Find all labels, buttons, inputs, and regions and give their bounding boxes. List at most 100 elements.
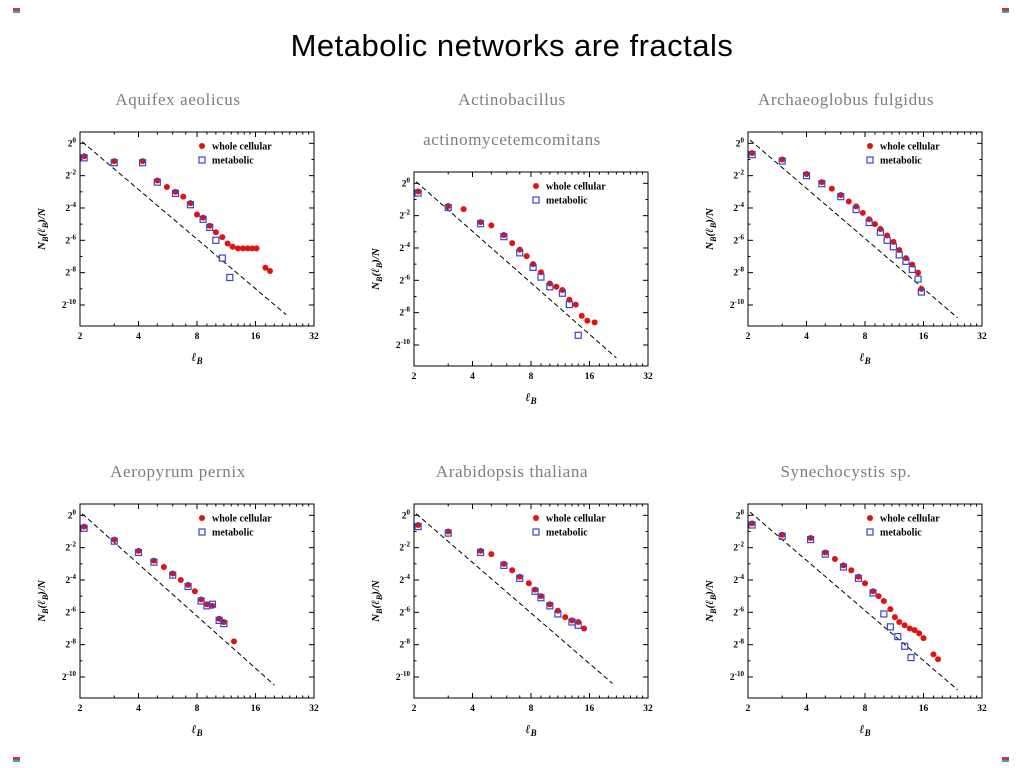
- svg-text:16: 16: [251, 704, 261, 714]
- legend-label: whole cellular: [546, 181, 606, 192]
- svg-text:2: 2: [746, 332, 751, 342]
- svg-text:20: 20: [402, 176, 411, 189]
- svg-text:2-4: 2-4: [399, 573, 410, 586]
- chart-title: Archaeoglobus fulgidus: [757, 90, 935, 109]
- svg-text:2-6: 2-6: [733, 233, 744, 246]
- y-axis-label: NB(ℓB)/N: [36, 579, 50, 623]
- svg-text:2-10: 2-10: [730, 298, 745, 311]
- x-axis: 2 4 8 16 32: [746, 503, 987, 714]
- chart-svg: 2 4 8 16 32 20 2-2 2-4 2-6 2-8 2-10 whole cellular m…: [704, 131, 987, 366]
- svg-text:8: 8: [195, 332, 200, 342]
- series-metabolic: [748, 150, 925, 296]
- chart-title: Arabidopsis thaliana: [435, 461, 589, 481]
- legend-marker-whole-cellular: [533, 182, 539, 189]
- series-whole-cellular: [81, 153, 274, 274]
- legend-marker-metabolic: [532, 528, 540, 536]
- svg-text:2-2: 2-2: [733, 169, 744, 182]
- chart-title: Actinobacillus actinomycetemcomitans: [423, 90, 601, 149]
- chart-legend: whole cellular metabolic: [866, 513, 940, 538]
- svg-text:2-8: 2-8: [733, 266, 744, 279]
- svg-text:2-8: 2-8: [65, 266, 76, 279]
- legend-marker-metabolic: [866, 156, 874, 164]
- chart-title: Synechocystis sp.: [780, 461, 912, 481]
- svg-text:2-2: 2-2: [399, 540, 410, 553]
- legend-label: metabolic: [880, 527, 922, 538]
- chart-legend: whole cellular metabolic: [198, 141, 272, 166]
- y-axis-label: NB(ℓB)/N: [704, 579, 718, 623]
- legend-marker-whole-cellular: [867, 514, 873, 521]
- chart-legend: whole cellular metabolic: [532, 181, 606, 206]
- svg-text:2-10: 2-10: [730, 670, 745, 683]
- svg-text:2-6: 2-6: [399, 273, 410, 286]
- svg-text:16: 16: [919, 332, 929, 342]
- svg-text:4: 4: [804, 332, 809, 342]
- x-axis-label: ℓB: [859, 350, 870, 366]
- chart-svg: 2 4 8 16 32 20 2-2 2-4 2-6 2-8 2-10 whole cellular m…: [704, 503, 987, 738]
- corner-mark: [1002, 757, 1009, 762]
- legend-marker-whole-cellular: [199, 514, 205, 521]
- svg-text:4: 4: [136, 332, 141, 342]
- x-axis: 2 4 8 16 32: [412, 503, 653, 714]
- series-whole-cellular: [749, 149, 925, 292]
- svg-text:4: 4: [470, 372, 475, 382]
- series-metabolic: [80, 154, 234, 282]
- x-axis: 2 4 8 16 32: [78, 131, 319, 342]
- chart-panel-aquifex: Aquifex aeolicus 2 4 8 16 32 20 2-2 2-4 2-6 2-8 2-…: [11, 80, 345, 408]
- chart-figure: 2 4 8 16 32 20 2-2 2-4 2-6 2-8 2-10 whole cellular m…: [32, 494, 324, 740]
- legend-marker-whole-cellular: [199, 142, 205, 149]
- svg-text:32: 32: [309, 332, 319, 342]
- chart-figure: 2 4 8 16 32 20 2-2 2-4 2-6 2-8 2-10 whole cellular m…: [32, 122, 324, 368]
- svg-text:2-2: 2-2: [65, 169, 76, 182]
- svg-text:2-10: 2-10: [62, 670, 77, 683]
- series-whole-cellular: [749, 520, 942, 663]
- x-axis: 2 4 8 16 32: [78, 503, 319, 714]
- y-axis-label: NB(ℓB)/N: [370, 247, 384, 291]
- fit-line: [415, 181, 617, 359]
- svg-text:16: 16: [919, 704, 929, 714]
- svg-text:4: 4: [470, 704, 475, 714]
- svg-text:2-4: 2-4: [65, 573, 76, 586]
- y-axis: 20 2-2 2-4 2-6 2-8 2-10: [396, 176, 648, 351]
- chart-figure: 2 4 8 16 32 20 2-2 2-4 2-6 2-8 2-10 whole cellular m…: [700, 122, 992, 368]
- legend-label: metabolic: [546, 195, 588, 206]
- svg-text:2-10: 2-10: [396, 338, 411, 351]
- chart-figure: 2 4 8 16 32 20 2-2 2-4 2-6 2-8 2-10 whole cellular m…: [700, 494, 992, 740]
- svg-text:20: 20: [402, 508, 411, 521]
- y-axis: 20 2-2 2-4 2-6 2-8 2-10: [396, 508, 648, 683]
- svg-text:16: 16: [585, 704, 595, 714]
- y-axis-label: NB(ℓB)/N: [36, 207, 50, 251]
- svg-text:8: 8: [195, 704, 200, 714]
- y-axis: 20 2-2 2-4 2-6 2-8 2-10: [62, 136, 314, 311]
- svg-text:2: 2: [78, 332, 83, 342]
- legend-label: metabolic: [546, 527, 588, 538]
- legend-marker-metabolic: [198, 156, 206, 164]
- svg-text:4: 4: [136, 704, 141, 714]
- svg-text:2-6: 2-6: [65, 605, 76, 618]
- legend-marker-metabolic: [198, 528, 206, 536]
- svg-text:2-2: 2-2: [65, 540, 76, 553]
- legend-label: metabolic: [212, 155, 254, 166]
- legend-label: metabolic: [880, 155, 922, 166]
- slide-title: Metabolic networks are fractals: [290, 28, 734, 63]
- legend-label: whole cellular: [880, 141, 940, 152]
- y-axis-label: NB(ℓB)/N: [704, 207, 718, 251]
- svg-text:2-4: 2-4: [65, 201, 76, 214]
- chart-panel-actinobacillus: Actinobacillus actinomycetemcomitans 2 4 8…: [345, 80, 679, 408]
- svg-text:2: 2: [78, 704, 83, 714]
- svg-text:8: 8: [863, 704, 868, 714]
- series-whole-cellular: [415, 188, 598, 326]
- chart-panel-arabidopsis: Arabidopsis thaliana 2 4 8 16 32 20 2-2 2-4 2-6 2…: [345, 452, 679, 740]
- y-axis-label: NB(ℓB)/N: [370, 579, 384, 623]
- svg-text:2-6: 2-6: [399, 605, 410, 618]
- series-metabolic: [748, 521, 915, 661]
- svg-text:20: 20: [736, 508, 745, 521]
- chart-panel-archaeoglobus: Archaeoglobus fulgidus 2 4 8 16 32 20 2-2 2-4 2-…: [679, 80, 1013, 408]
- x-axis: 2 4 8 16 32: [412, 171, 653, 382]
- svg-text:8: 8: [529, 704, 534, 714]
- chart-svg: 2 4 8 16 32 20 2-2 2-4 2-6 2-8 2-10 whole cellular m…: [36, 131, 319, 366]
- x-axis-label: ℓB: [191, 722, 202, 738]
- chart-title: Aquifex aeolicus: [115, 90, 241, 109]
- svg-text:2-8: 2-8: [399, 637, 410, 650]
- svg-text:2-4: 2-4: [733, 573, 744, 586]
- chart-figure: 2 4 8 16 32 20 2-2 2-4 2-6 2-8 2-10 whole cellular m…: [366, 162, 658, 408]
